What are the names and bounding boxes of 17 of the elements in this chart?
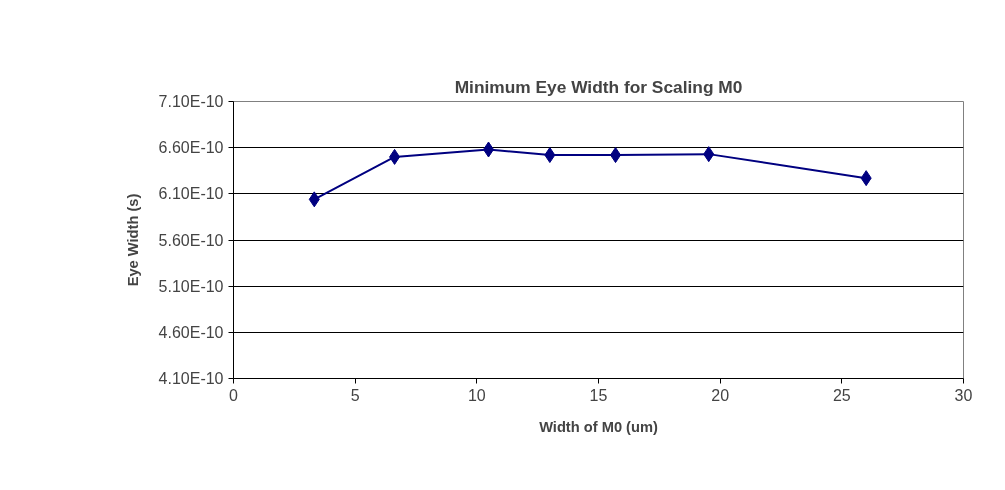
y-tick-label: 6.60E-10 <box>158 139 224 157</box>
y-tick-label: 5.10E-10 <box>158 277 224 295</box>
x-tick-label: 10 <box>467 386 486 404</box>
y-tick-label: 5.60E-10 <box>158 231 224 249</box>
x-axis-title: Width of M0 (um) <box>539 418 658 435</box>
chart-title: Minimum Eye Width for Scaling M0 <box>454 76 743 97</box>
x-tick-label: 0 <box>229 386 239 404</box>
x-tick-label: 25 <box>832 386 851 404</box>
y-tick-label: 4.10E-10 <box>158 370 224 387</box>
y-axis-title: Eye Width (s) <box>124 193 141 287</box>
x-tick-label: 5 <box>350 386 360 404</box>
x-tick-label: 20 <box>711 386 730 404</box>
x-tick-label: 15 <box>589 386 608 404</box>
x-tick-label: 30 <box>954 386 973 404</box>
y-tick-label: 7.10E-10 <box>158 93 224 110</box>
y-tick-label: 4.60E-10 <box>158 323 224 341</box>
y-tick-label: 6.10E-10 <box>158 185 224 203</box>
